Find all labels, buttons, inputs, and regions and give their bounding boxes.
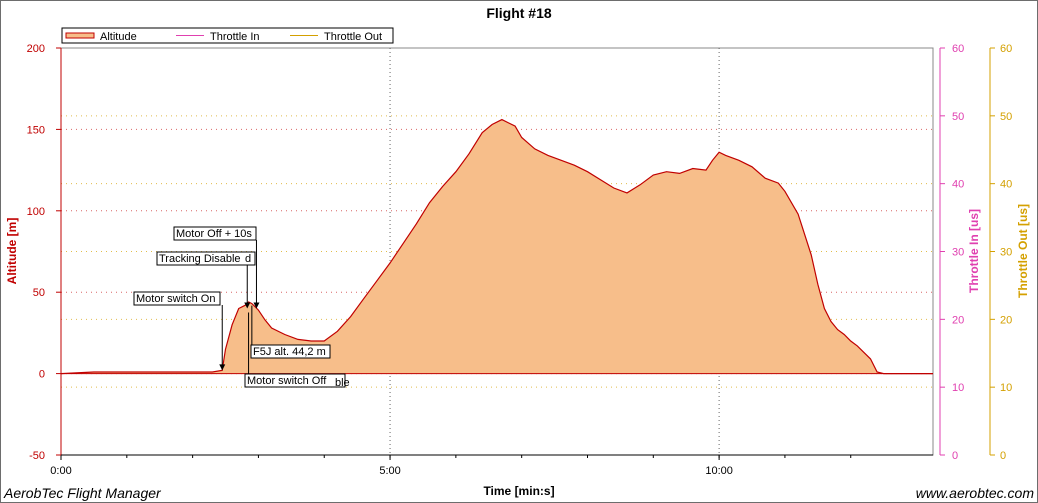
annotation-arrow [244, 302, 251, 309]
annotation-box [173, 226, 257, 241]
annotation-label: Motor switch Off [247, 375, 327, 387]
altitude-line [60, 118, 933, 375]
y-tick-label: -50 [29, 450, 45, 462]
y2-tick-label: 0 [952, 450, 958, 462]
y-tick-label: 150 [27, 124, 45, 136]
y2-tick-label: 30 [952, 247, 964, 259]
y3-tick-label: 10 [1000, 382, 1012, 394]
legend-swatch [65, 32, 95, 39]
legend-label: Throttle In [210, 31, 260, 43]
y-axis-title: Altitude [m] [5, 218, 19, 285]
y3-tick-label: 40 [1000, 179, 1012, 191]
footer-website[interactable]: www.aerobtec.com [915, 485, 1034, 501]
annotation-arrow [253, 302, 260, 309]
x-axis-title: Time [min:s] [483, 484, 554, 498]
annotation-label: F5J alt. 44,2 m [253, 346, 326, 358]
annotation-label: Motor switch On [136, 293, 215, 305]
x-tick-label: 5:00 [379, 465, 400, 477]
y2-axis-title: Throttle In [us] [967, 209, 981, 293]
annotation-overlap-text: ble [335, 377, 350, 389]
annotation-arrow [219, 364, 226, 371]
y-tick-label: 50 [33, 287, 45, 299]
annotation-label: Tracking Disable [159, 253, 241, 265]
footer-app-name: AerobTec Flight Manager [4, 485, 161, 501]
y2-tick-label: 60 [952, 43, 964, 55]
altitude-area [61, 119, 933, 374]
annotation-box [133, 291, 221, 306]
legend-box [61, 27, 394, 44]
y-tick-label: 0 [39, 369, 45, 381]
y3-tick-label: 30 [1000, 247, 1012, 259]
y2-tick-label: 20 [952, 314, 964, 326]
y-tick-label: 200 [27, 43, 45, 55]
x-tick-label: 0:00 [50, 465, 71, 477]
y3-tick-label: 50 [1000, 111, 1012, 123]
y2-tick-label: 50 [952, 111, 964, 123]
annotation-label: Motor Off + 10s [176, 228, 252, 240]
annotation-box [156, 251, 256, 266]
x-tick-label: 10:00 [705, 465, 733, 477]
y2-tick-label: 10 [952, 382, 964, 394]
chart-title: Flight #18 [486, 5, 552, 21]
legend-label: Throttle Out [324, 31, 382, 43]
y3-tick-label: 60 [1000, 43, 1012, 55]
annotation-box [250, 344, 331, 359]
y3-tick-label: 0 [1000, 450, 1006, 462]
legend-label: Altitude [100, 31, 137, 43]
annotation-overlap-text: d [245, 253, 251, 265]
y-tick-label: 100 [27, 206, 45, 218]
y2-tick-label: 40 [952, 179, 964, 191]
annotation-box [244, 373, 346, 388]
y3-axis-title: Throttle Out [us] [1016, 204, 1030, 298]
y3-tick-label: 20 [1000, 314, 1012, 326]
